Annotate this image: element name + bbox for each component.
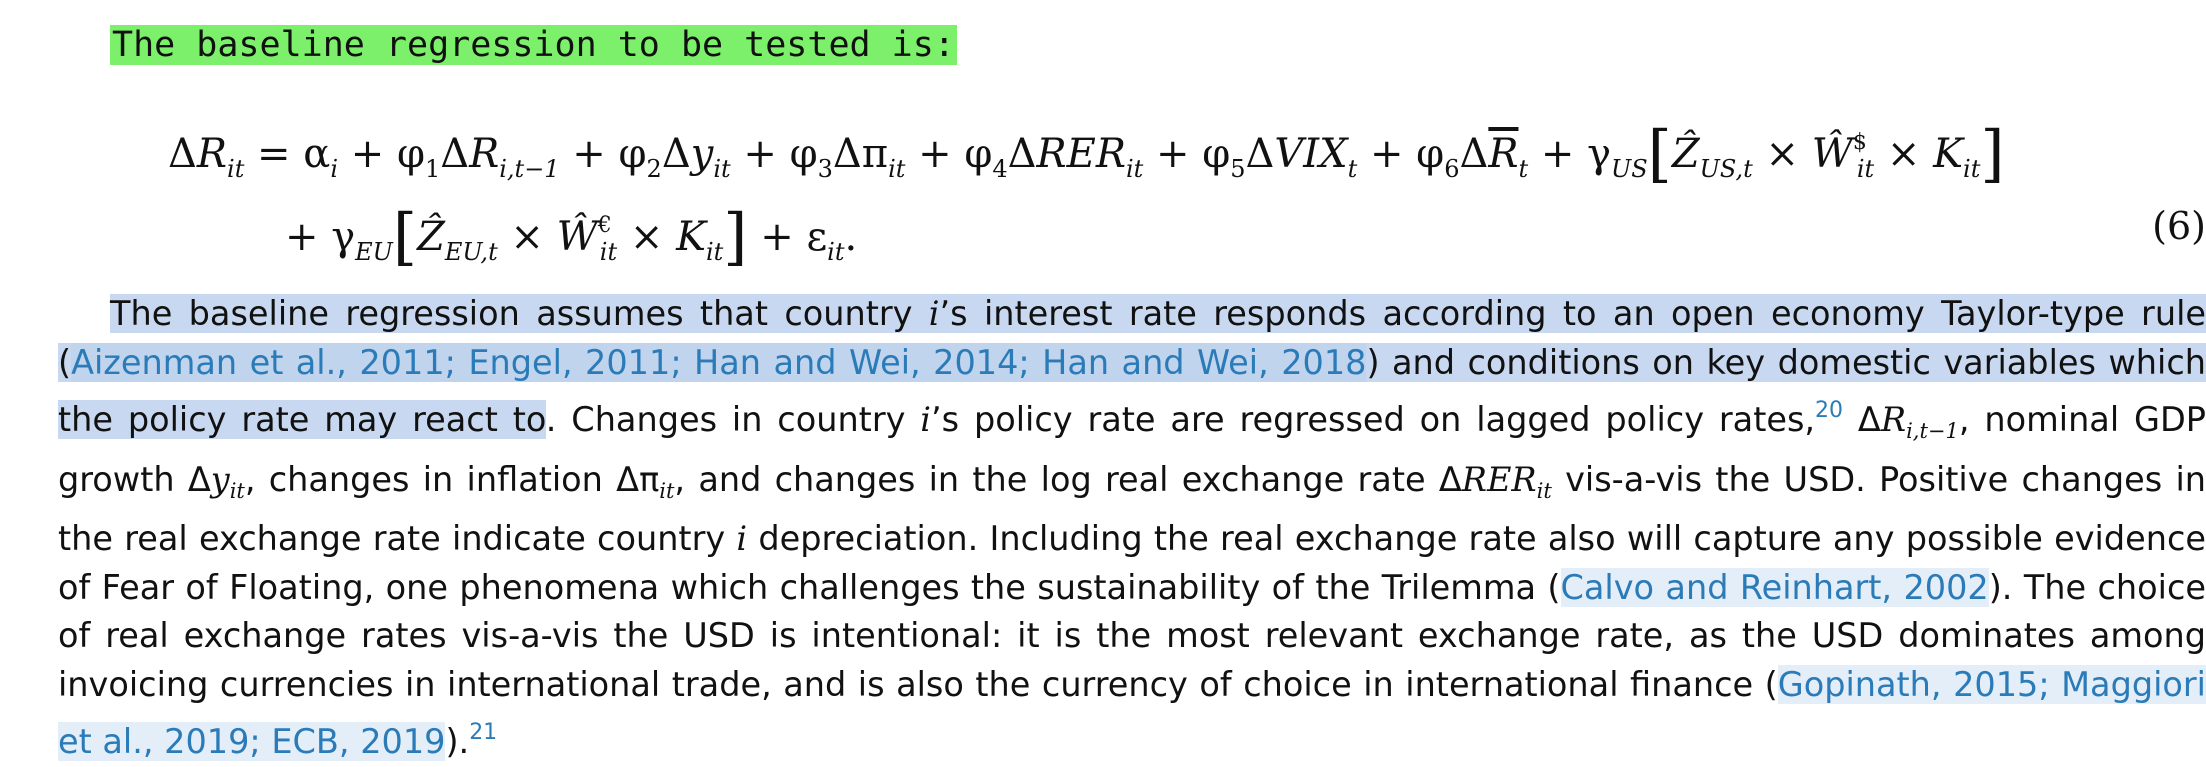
citation-link-group-1[interactable]: Aizenman et al., 2011; Engel, 2011; Han … (71, 342, 1367, 382)
body-paragraph: The baseline regression assumes that cou… (58, 294, 2206, 761)
section-heading: The baseline regression to be tested is: (110, 22, 957, 68)
selected-text: The baseline regression assumes that cou… (58, 294, 2206, 439)
equation-line-1: ΔRit = αi + φ1ΔRi,t−1 + φ2Δyit + φ3Δπit … (168, 117, 2005, 190)
highlighted-heading-text: The baseline regression to be tested is: (110, 25, 957, 65)
equation-number: (6) (2152, 204, 2206, 248)
equation-line-2: + γEU[ẐEU,t × Ŵ€it × Kit] + εit. (285, 200, 858, 273)
citation-link-calvo-reinhart[interactable]: Calvo and Reinhart, 2002 (1560, 567, 1989, 607)
footnote-link-20[interactable]: 20 (1815, 398, 1844, 423)
